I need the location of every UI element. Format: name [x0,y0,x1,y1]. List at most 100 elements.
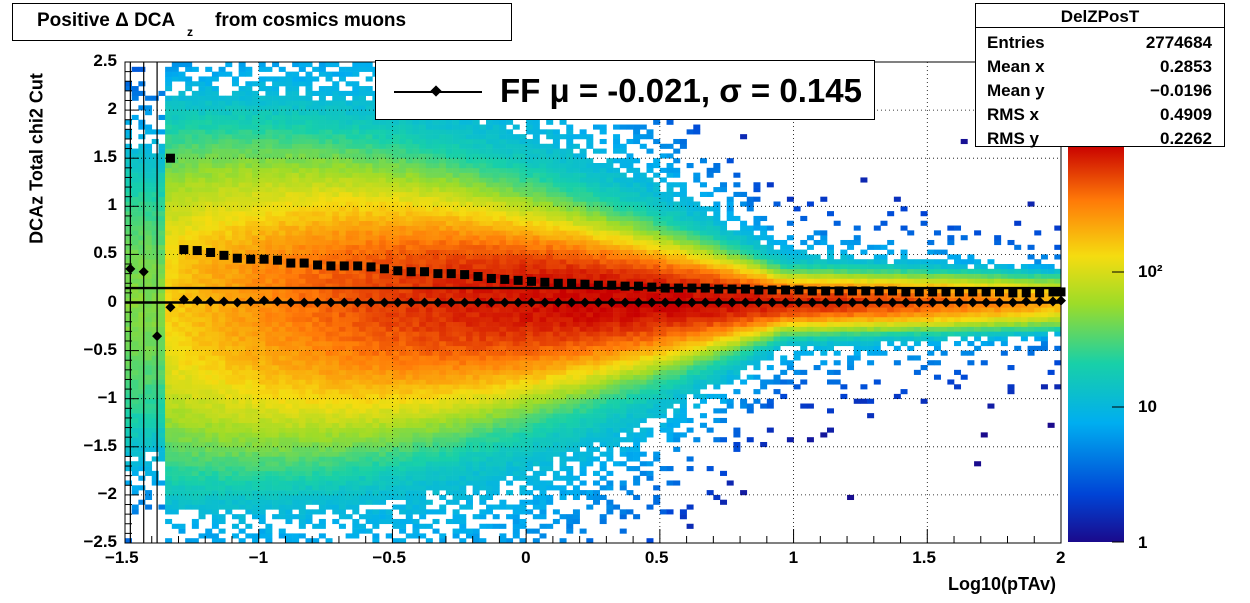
heatmap-cell [338,417,346,424]
heatmap-cell [205,379,213,385]
heatmap-cell [365,499,373,505]
heatmap-cell [245,66,253,72]
heatmap-cell [419,264,427,270]
heatmap-cell [332,302,340,308]
heatmap-cell [278,172,286,178]
heatmap-cell [486,225,494,231]
heatmap-cell [265,331,273,337]
heatmap-cell [278,499,286,505]
heatmap-cell [305,167,313,173]
heatmap-cell [258,302,266,308]
heatmap-cell [165,350,173,356]
heatmap-cell [178,177,186,183]
heatmap-cell [352,456,360,462]
heatmap-cell [365,283,373,289]
heatmap-cell [325,254,333,260]
heatmap-cell [191,124,199,130]
heatmap-cell [385,196,393,202]
heatmap-cell [171,225,179,231]
heatmap-cell [158,264,166,270]
heatmap-cell [419,340,427,347]
heatmap-cell [272,138,280,145]
heatmap-cell [258,393,266,399]
heatmap-cell [359,182,366,188]
heatmap-cell [165,379,173,385]
heatmap-cell [298,239,306,246]
heatmap-cell [211,278,219,284]
heatmap-cell [131,268,139,274]
heatmap-cell [352,158,360,164]
heatmap-cell [372,422,380,428]
heatmap-cell [278,124,286,130]
heatmap-cell [292,398,300,404]
heatmap-cell [205,105,213,111]
heatmap-cell [412,191,420,197]
heatmap-cell [312,403,320,409]
heatmap-cell [345,312,353,318]
heatmap-cell [238,514,246,520]
heatmap-cell [258,514,266,520]
heatmap-cell [439,470,447,476]
heatmap-cell [218,191,226,197]
heatmap-cell [198,81,206,87]
heatmap-cell [379,441,387,448]
heatmap-cell [225,302,233,308]
heatmap-cell [292,441,300,448]
heatmap-cell [352,403,360,409]
heatmap-cell [191,220,199,226]
heatmap-cell [399,326,407,332]
heatmap-cell [332,268,340,274]
heatmap-cell [332,451,340,457]
heatmap-cell [252,446,260,452]
heatmap-cell [292,119,300,125]
heatmap-cell [332,191,340,197]
heatmap-cell [138,297,146,303]
heatmap-cell [465,340,473,347]
heatmap-cell [425,143,433,149]
heatmap-cell [325,187,333,193]
heatmap-cell [258,446,266,452]
heatmap-cell [278,292,286,298]
heatmap-cell [205,422,213,428]
heatmap-cell [385,321,393,327]
heatmap-cell [472,379,480,385]
heatmap-cell [399,235,407,241]
heatmap-cell [345,533,353,539]
heatmap-cell [372,196,380,202]
heatmap-cell [419,177,427,183]
heatmap-cell [285,345,293,351]
heatmap-cell [178,312,186,318]
heatmap-cell [125,254,132,260]
heatmap-cell [445,374,453,380]
heatmap-cell [472,307,480,313]
heatmap-cell [405,490,413,496]
heatmap-cell [252,235,260,241]
heatmap-cell [359,268,366,274]
heatmap-cell [379,494,387,501]
heatmap-cell [325,86,333,92]
heatmap-cell [465,259,473,265]
heatmap-cell [452,196,460,202]
heatmap-cell [305,129,313,135]
heatmap-cell [225,403,233,409]
heatmap-cell [151,278,159,284]
heatmap-cell [171,206,179,212]
heatmap-cell [352,365,360,371]
heatmap-cell [352,389,360,395]
heatmap-cell [399,466,407,472]
heatmap-cell [258,187,266,193]
heatmap-cell [231,437,239,443]
heatmap-cell [385,384,393,390]
heatmap-cell [285,138,293,145]
heatmap-cell [292,206,300,212]
heatmap-cell [405,134,413,140]
heatmap-cell [405,211,413,217]
heatmap-cell [238,225,246,231]
heatmap-cell [345,90,353,96]
heatmap-cell [312,119,320,125]
heatmap-cell [298,206,306,212]
heatmap-cell [258,485,266,491]
heatmap-cell [392,163,400,169]
heatmap-cell [372,451,380,457]
heatmap-cell [245,432,253,438]
